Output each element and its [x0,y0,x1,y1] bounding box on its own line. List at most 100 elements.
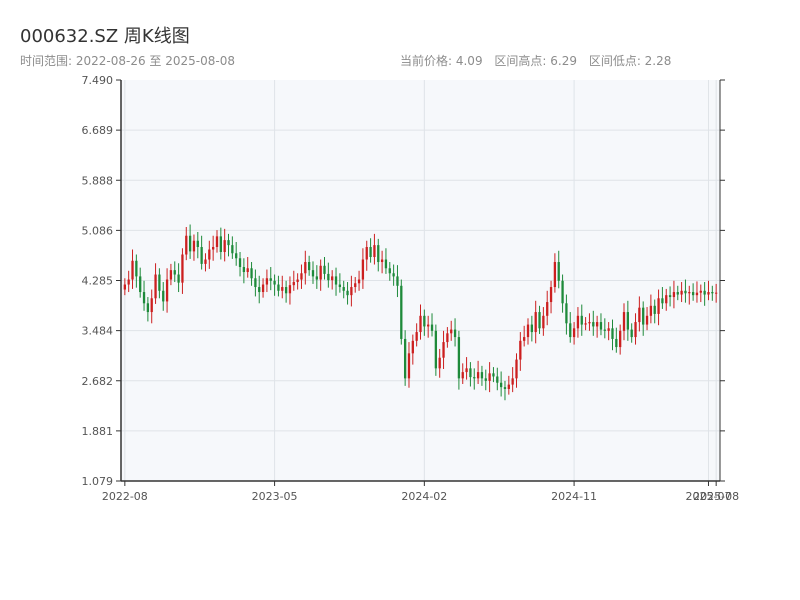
candle-body [507,384,510,389]
candle-body [350,287,353,296]
candle-body [580,315,583,325]
candle-body [154,274,157,299]
candle-body [235,253,238,259]
candle-body [331,276,334,281]
candle-body [200,247,203,264]
candle-body [380,259,384,263]
x-tick-label: 2024-11 [551,490,597,503]
candle-body [261,284,265,293]
candle-body [169,270,173,280]
candle-body [657,298,660,314]
candle-body [377,245,380,263]
candle-body [561,280,564,304]
candle-body [165,279,169,302]
candle-body [638,307,641,323]
candle-body [131,260,134,280]
candle-body [546,302,549,316]
candle-body [599,322,603,330]
candle-body [242,267,246,273]
candle-body [277,284,280,291]
candle-body [258,287,261,293]
candle-body [668,295,672,298]
candle-body [469,368,472,378]
candle-body [438,357,441,369]
candle-body [542,315,545,329]
candle-body [461,372,464,379]
candle-body [284,287,288,294]
candle-body [139,276,142,293]
x-tick-label: 2025-07 [685,490,731,503]
y-tick-label: 2.682 [82,375,114,388]
y-tick-label: 1.881 [82,425,114,438]
candle-body [342,287,345,291]
candle-body [511,378,514,385]
candle-body [215,236,219,248]
y-tick-label: 1.079 [82,475,114,488]
candle-body [427,324,430,327]
candle-body [430,324,434,331]
x-tick-label: 2023-05 [252,490,298,503]
candle-body [192,240,196,252]
candle-body [699,290,702,293]
candle-body [373,245,376,258]
candle-body [158,274,161,291]
candle-body [572,328,576,338]
candle-body [365,247,368,260]
candle-body [181,254,184,283]
x-tick-label: 2024-02 [401,490,447,503]
candle-body [588,322,591,324]
candle-body [465,368,468,373]
candle-body [281,287,284,291]
candle-body [346,290,349,296]
candle-body [576,315,580,329]
candle-body [223,240,226,253]
candle-body [553,262,557,288]
candle-body [204,259,207,264]
candle-body [419,315,422,333]
x-tick-label: 2025-08 [693,490,739,503]
candle-body [334,276,338,285]
candle-body [292,282,295,286]
candle-body [530,324,534,333]
candle-body [684,290,687,294]
candle-body [523,337,526,341]
candle-body [711,292,714,294]
candle-body [611,328,614,339]
candle-body [569,323,572,338]
candle-body [434,330,438,369]
candle-body [273,280,276,285]
candle-body [557,262,560,281]
y-axis-ticks: 7.490 6.689 5.888 5.086 4.285 3.484 2.682 1.881… [82,74,725,488]
candle-body [715,292,718,294]
candle-body [626,312,629,330]
candle-body [446,333,449,343]
candle-body [649,305,653,316]
candle-body [146,303,150,313]
candle-body [676,292,679,295]
candle-body [354,283,357,288]
y-tick-label: 3.484 [82,325,114,338]
x-axis-ticks: 2022-08 2023-05 2024-02 2024-11 2025-072025-… [102,481,739,503]
candle-body [361,259,365,280]
candle-body [315,276,318,280]
candle-body [653,305,656,314]
candle-body [607,328,610,331]
candle-body [269,278,272,281]
candle-body [665,295,668,304]
candle-body [473,377,476,379]
y-tick-label: 4.285 [82,275,114,288]
candle-body [642,307,645,325]
candle-body [357,279,361,284]
candle-body [488,373,491,381]
candle-body [250,268,253,279]
candle-body [661,298,664,304]
candle-body [403,338,407,379]
candle-body [703,290,706,295]
candle-body [304,262,307,274]
candle-body [415,332,418,341]
candle-body [212,247,215,250]
candle-body [254,278,257,288]
date-range-label: 时间范围: 2022-08-26 至 2025-08-08 [20,54,235,68]
candle-body [695,292,699,296]
